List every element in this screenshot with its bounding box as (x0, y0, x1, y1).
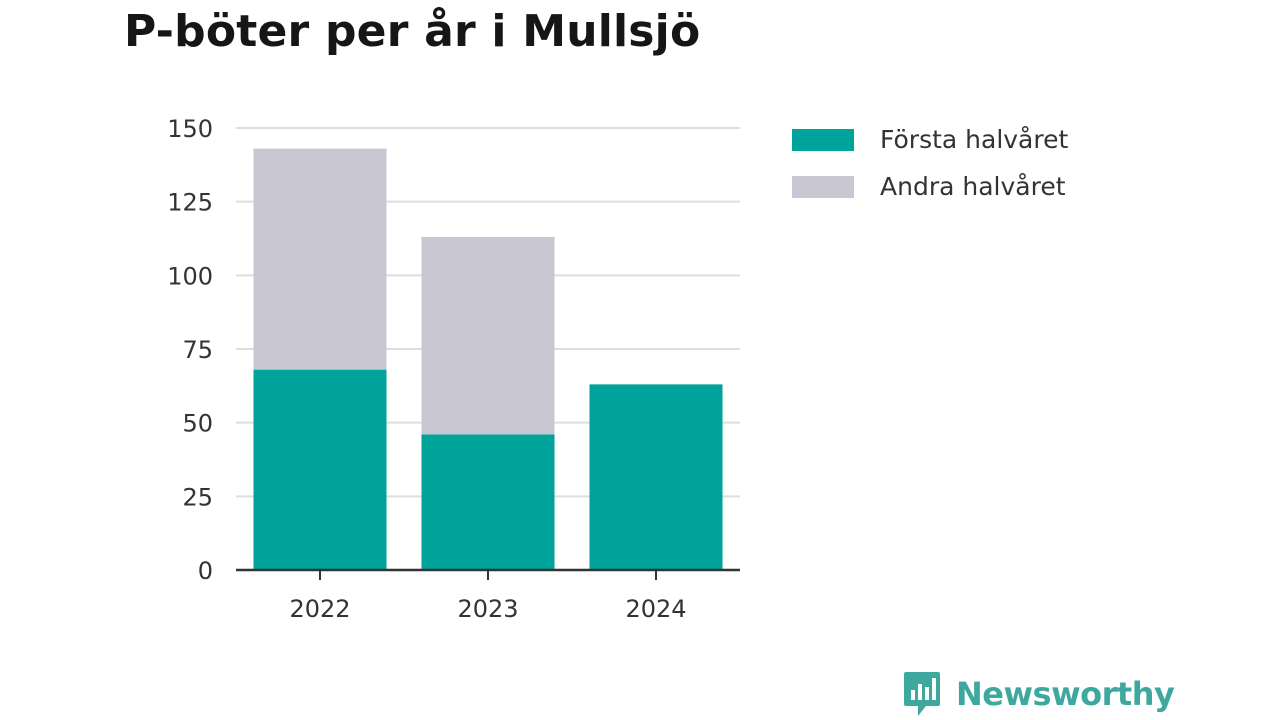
chart-title: P-böter per år i Mullsjö (124, 6, 701, 57)
x-tick-label-2022: 2022 (289, 595, 350, 623)
y-tick-label-50: 50 (182, 410, 213, 438)
bar-chart: 0 25 50 75 100 125 150 2022 2023 2024 (167, 115, 740, 623)
y-tick-label-75: 75 (182, 336, 213, 364)
legend-label-first-half: Första halvåret (880, 125, 1069, 154)
y-tick-label-150: 150 (167, 115, 213, 143)
newsworthy-logo-icon (904, 672, 940, 716)
y-tick-label-25: 25 (182, 483, 213, 511)
axes: 0 25 50 75 100 125 150 2022 2023 2024 (167, 115, 740, 623)
newsworthy-brand: Newsworthy (902, 670, 1175, 718)
legend-swatch-second-half (792, 175, 854, 198)
brand-name: Newsworthy (956, 675, 1175, 713)
bar-2024-series-1 (589, 384, 723, 570)
legend: Första halvåret Andra halvåret (792, 116, 1068, 210)
x-tick-label-2024: 2024 (625, 595, 686, 623)
legend-label-second-half: Andra halvåret (880, 172, 1066, 201)
bar-2023-series-1 (421, 434, 555, 570)
x-tick-label-2023: 2023 (457, 595, 518, 623)
legend-item-first-half: Första halvåret (792, 116, 1068, 163)
y-tick-label-100: 100 (167, 262, 213, 290)
bars (253, 148, 723, 570)
legend-item-second-half: Andra halvåret (792, 163, 1068, 210)
y-tick-label-125: 125 (167, 189, 213, 217)
bar-2022-series-2 (253, 148, 387, 370)
legend-swatch-first-half (792, 128, 854, 151)
bar-2022-series-1 (253, 369, 387, 570)
bar-2023-series-2 (421, 237, 555, 435)
y-tick-label-0: 0 (198, 557, 213, 585)
